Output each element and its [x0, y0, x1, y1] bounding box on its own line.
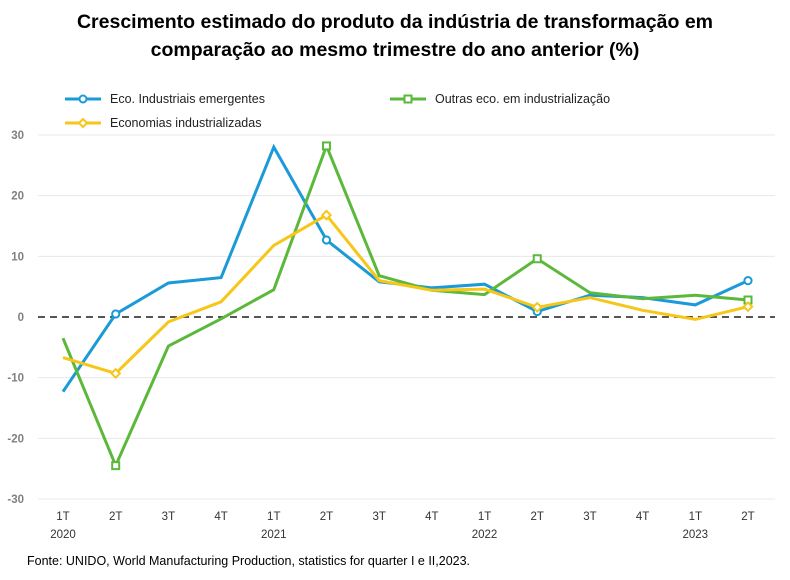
data-point-emergentes	[743, 276, 753, 286]
x-year-label: 2021	[261, 529, 287, 541]
x-tick-label: 2T	[741, 511, 754, 523]
data-point-outras	[111, 461, 121, 471]
x-tick-label: 1T	[689, 511, 702, 523]
x-tick-label: 3T	[583, 511, 596, 523]
data-point-outras	[532, 254, 542, 264]
chart-title-line-1: Crescimento estimado do produto da indús…	[76, 11, 714, 33]
series-line-outras	[61, 141, 749, 470]
series-line-industrializadas	[62, 213, 749, 376]
y-tick-label: -20	[7, 433, 24, 445]
x-tick-label: 2T	[320, 511, 333, 523]
data-point-industrializadas	[531, 301, 543, 313]
y-tick-label: 20	[11, 191, 24, 203]
source-note: Fonte: UNIDO, World Manufacturing Produc…	[27, 554, 471, 568]
x-year-label: 2022	[472, 529, 498, 541]
x-tick-label: 1T	[56, 511, 69, 523]
data-point-industrializadas	[742, 301, 754, 313]
x-tick-label: 3T	[162, 511, 175, 523]
x-tick-label: 2T	[109, 511, 122, 523]
y-tick-label: 0	[18, 312, 24, 324]
x-tick-label: 1T	[267, 511, 280, 523]
y-tick-label: -30	[7, 494, 24, 506]
x-tick-label: 4T	[214, 511, 227, 523]
x-tick-label: 4T	[425, 511, 438, 523]
line-chart: 30 20 10 0 -10 -20 -30 1T 2T 3T 4T 1T 2T 3T 4T 1T 2T 3T 4T…	[7, 130, 775, 541]
x-tick-label: 3T	[372, 511, 385, 523]
data-point-emergentes	[111, 309, 121, 319]
data-point-emergentes	[321, 235, 332, 245]
x-year-label: 2023	[683, 529, 709, 541]
data-point-industrializadas	[110, 367, 122, 380]
x-tick-label: 4T	[636, 511, 649, 523]
y-tick-label: 30	[11, 130, 24, 142]
y-tick-label: 10	[11, 251, 24, 263]
x-tick-label: 2T	[531, 511, 544, 523]
x-tick-label: 1T	[478, 511, 491, 523]
data-point-industrializadas	[320, 209, 333, 221]
y-tick-label: -10	[7, 373, 24, 385]
x-year-label: 2020	[50, 529, 76, 541]
chart-title: Crescimento estimado do produto da indús…	[0, 8, 790, 64]
data-point-outras	[321, 141, 331, 151]
chart-title-line-2: comparação ao mesmo trimestre do ano ant…	[150, 39, 640, 61]
